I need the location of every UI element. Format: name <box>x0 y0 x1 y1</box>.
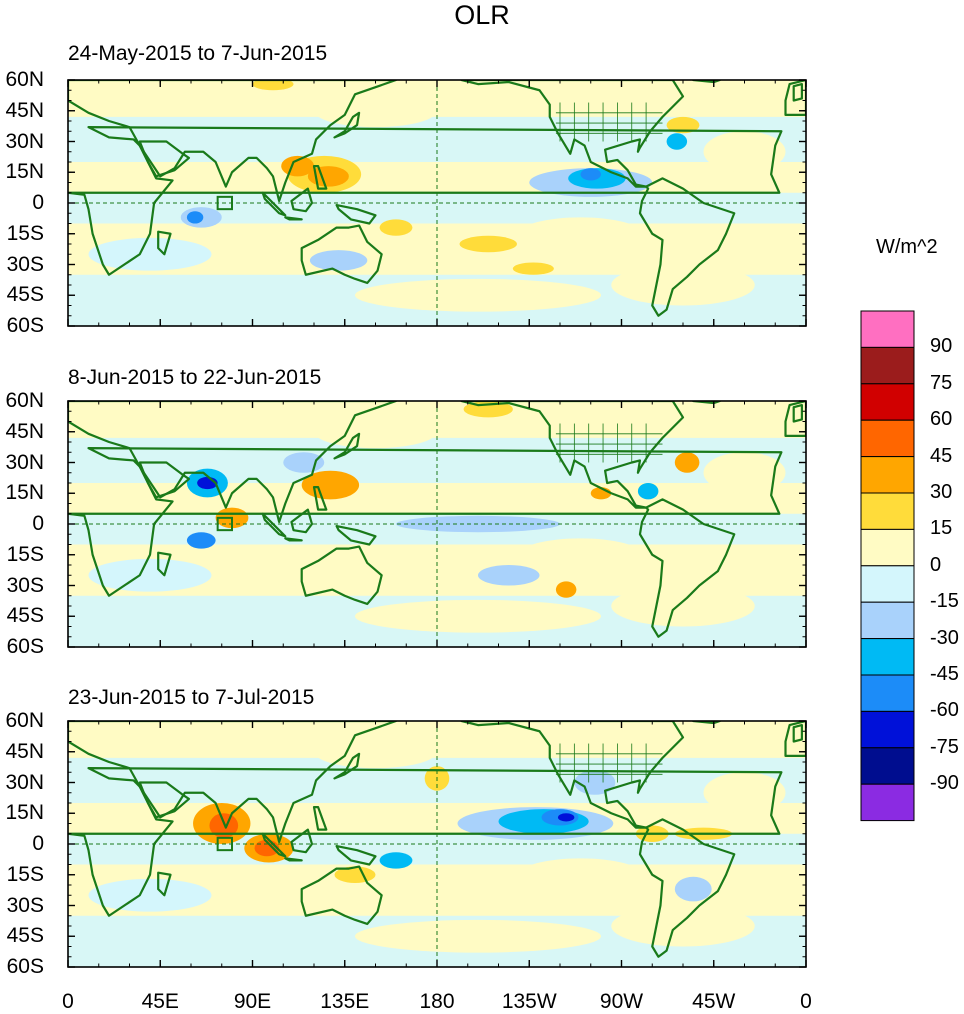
panel-2-title: 8-Jun-2015 to 22-Jun-2015 <box>68 366 322 389</box>
colorbar-swatch <box>860 383 915 421</box>
anomaly-1-3 <box>281 155 314 177</box>
anomaly-3-9 <box>379 852 413 869</box>
colorbar-swatch <box>860 783 915 822</box>
lon-label: 135W <box>501 990 557 1013</box>
colorbar-swatch <box>860 565 915 603</box>
anomaly-1-11 <box>580 168 601 181</box>
lon-label: 0 <box>62 990 74 1013</box>
lat-label: 45S <box>6 924 44 948</box>
colorbar-label: -45 <box>930 663 959 685</box>
colorbar-swatch <box>860 638 915 676</box>
lon-label: 90E <box>233 990 272 1013</box>
colorbar-title: W/m^2 <box>876 236 938 258</box>
colorbar-label: 15 <box>930 517 953 540</box>
colorbar-swatch <box>860 310 915 348</box>
lat-label: 60N <box>5 389 44 412</box>
lat-label: 60S <box>6 635 44 658</box>
lat-label: 30S <box>6 573 44 597</box>
colorbar-label: -15 <box>930 590 959 613</box>
lat-label: 60S <box>6 314 44 337</box>
colorbar <box>860 310 915 822</box>
anomaly-2-5 <box>301 470 360 500</box>
anomaly-2-7 <box>478 565 540 586</box>
colorbar-label: -90 <box>930 772 959 795</box>
lat-label: 15N <box>5 160 44 184</box>
lat-label: 45N <box>5 98 44 122</box>
anomaly-1-5 <box>459 235 517 253</box>
lat-label: 15N <box>5 481 44 505</box>
lat-label: 0 <box>32 191 44 214</box>
colorbar-swatch <box>860 346 915 385</box>
colorbar-swatch <box>860 601 915 640</box>
anomaly-3-8 <box>557 813 575 822</box>
lat-label: 0 <box>32 512 44 535</box>
lat-label: 30N <box>5 450 44 474</box>
colorbar-label: 30 <box>930 481 953 503</box>
anomaly-2-9 <box>674 452 700 473</box>
colorbar-swatch <box>860 528 915 567</box>
anomaly-2-13 <box>555 581 577 598</box>
lon-label: 135E <box>320 990 370 1013</box>
anomaly-3-11 <box>674 876 712 902</box>
lat-label: 15S <box>6 542 44 566</box>
anomaly-1-14 <box>666 116 700 134</box>
colorbar-swatch <box>860 747 915 785</box>
colorbar-swatch <box>860 674 915 712</box>
anomaly-1-6 <box>512 262 554 275</box>
lat-label: 15S <box>6 862 44 886</box>
colorbar-label: -75 <box>930 735 959 758</box>
figure-title: OLR <box>454 0 510 30</box>
lat-label: 45S <box>6 283 44 307</box>
lon-label: 45E <box>141 990 179 1013</box>
anomaly-3-15 <box>574 770 616 795</box>
anomaly-1-12 <box>309 250 368 271</box>
colorbar-swatch <box>860 492 915 530</box>
lon-label: 45W <box>692 990 736 1013</box>
map-panel-2 <box>67 400 807 648</box>
anomaly-1-4 <box>379 219 413 236</box>
lat-label: 60S <box>6 955 44 978</box>
colorbar-label: -30 <box>930 626 959 649</box>
colorbar-swatch <box>860 419 915 458</box>
lon-label: 180 <box>419 990 455 1013</box>
colorbar-label: 75 <box>930 371 953 394</box>
colorbar-swatch <box>860 710 915 749</box>
anomaly-2-8 <box>283 452 325 473</box>
lat-label: 15N <box>5 801 44 825</box>
lon-label: 90W <box>599 990 644 1013</box>
anomaly-1-13 <box>666 133 688 150</box>
anomaly-1-2 <box>307 166 349 187</box>
colorbar-label: 45 <box>930 444 953 467</box>
panel-1-title: 24-May-2015 to 7-Jun-2015 <box>68 42 328 65</box>
colorbar-label: 60 <box>930 408 953 431</box>
anomaly-1-8 <box>186 211 204 224</box>
map-panel-1 <box>67 79 807 327</box>
lat-label: 45S <box>6 604 44 628</box>
colorbar-swatch <box>860 456 915 494</box>
lat-label: 60N <box>5 68 44 91</box>
colorbar-label: 0 <box>930 553 942 576</box>
colorbar-label: 90 <box>930 335 953 358</box>
map-panel-3 <box>67 720 807 968</box>
lat-label: 0 <box>32 832 44 855</box>
panel-3-title: 23-Jun-2015 to 7-Jul-2015 <box>68 686 315 709</box>
lat-label: 30N <box>5 770 44 794</box>
colorbar-label: -60 <box>930 699 959 722</box>
lon-label: 0 <box>800 990 812 1013</box>
lat-label: 30N <box>5 129 44 153</box>
lat-label: 15S <box>6 221 44 245</box>
anomaly-2-4 <box>186 532 216 549</box>
lat-label: 30S <box>6 252 44 276</box>
lat-label: 30S <box>6 893 44 917</box>
lat-label: 45N <box>5 419 44 443</box>
lat-label: 60N <box>5 709 44 732</box>
anomaly-2-11 <box>637 483 659 500</box>
lat-label: 45N <box>5 739 44 763</box>
anomaly-3-2 <box>209 813 239 838</box>
